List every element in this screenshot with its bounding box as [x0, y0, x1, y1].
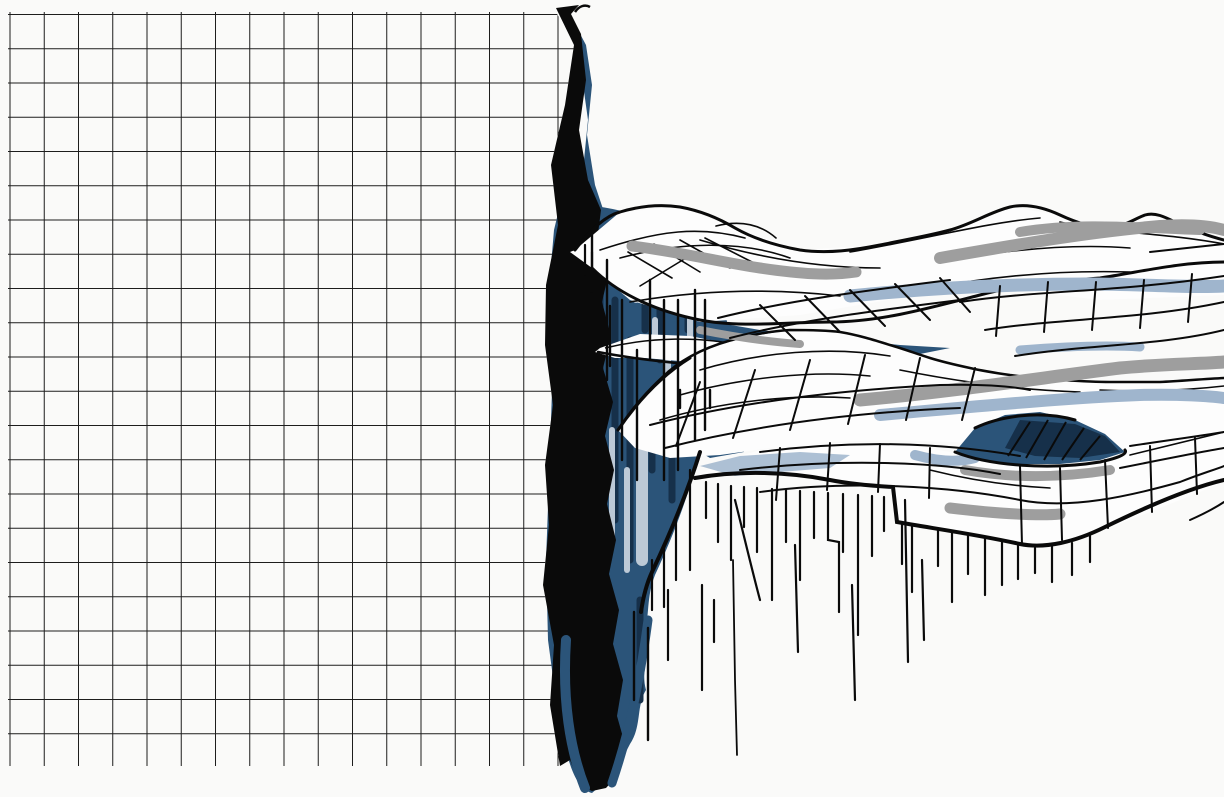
grid-col-line [939, 277, 971, 313]
grid-col-line [995, 285, 1001, 337]
drip-line [920, 558, 926, 642]
sketch-line [619, 244, 791, 259]
grid-col-line [877, 443, 881, 493]
blue-streak [843, 277, 1224, 303]
grid-row-line [717, 279, 951, 319]
grid-col-line [1019, 465, 1023, 546]
distorted-grid-patches [649, 243, 1224, 546]
sketch-line [699, 350, 891, 371]
grid-col-line [804, 295, 841, 333]
hill-top-edge [616, 328, 1224, 432]
grid-col-line [732, 369, 756, 439]
gray-streak [626, 240, 862, 280]
torn-ink-band [543, 5, 626, 791]
gray-streak [944, 502, 1066, 521]
sketch-line [679, 373, 871, 396]
grid-row-line [1129, 431, 1224, 447]
crevice [953, 412, 1128, 468]
grid-col-line [1059, 467, 1063, 541]
rim [607, 615, 653, 788]
sketch-line [629, 290, 841, 303]
grid-col-line [1104, 459, 1109, 529]
drip-line [793, 543, 800, 654]
grid-col-line [1139, 279, 1145, 329]
crevice-core [1005, 420, 1120, 458]
drip-line [850, 583, 857, 702]
grid-row-line [1119, 447, 1224, 469]
band-top-curl [573, 4, 591, 13]
grid-col-line [1149, 445, 1153, 513]
grid-col-line [1091, 281, 1097, 331]
drip-line [733, 498, 762, 602]
gray-streak [960, 465, 1115, 481]
sketch-line [704, 237, 753, 263]
blue-streak [1015, 341, 1145, 355]
grid-col-line [759, 304, 796, 341]
terrace-front-edge [693, 470, 1224, 548]
sketch-line [849, 217, 1041, 253]
grid-row-line [664, 407, 961, 449]
grid-col-line [847, 354, 866, 425]
grid-col-line [1187, 273, 1193, 323]
grid-col-line [894, 283, 931, 321]
drip-line [826, 491, 841, 614]
grid-row-line [984, 301, 1224, 331]
gray-streak [853, 355, 1224, 407]
grid-row-line [1149, 243, 1224, 253]
hatch-line [1061, 427, 1085, 461]
gray-streak [696, 326, 804, 348]
grid-col-line [826, 442, 831, 491]
sketch-line [929, 469, 1051, 489]
crevice-outline [953, 413, 1128, 468]
hatch-line [1079, 435, 1101, 461]
hill-heavy-edge [616, 356, 692, 432]
cliff-stripes-black [583, 228, 712, 742]
grid-col-line [789, 359, 811, 431]
graph-paper-grid [8, 12, 574, 766]
drip-line [732, 559, 738, 756]
sketch-line [599, 230, 746, 251]
grid-col-line [905, 357, 921, 421]
hatch-line [1007, 421, 1031, 457]
grid-row-line [1189, 501, 1224, 521]
band-bottom-rims [559, 615, 653, 793]
grid-col-line [849, 289, 886, 327]
grid-col-line [961, 367, 976, 421]
grid-row-line [649, 383, 1031, 426]
shelf-bottom-edge [590, 260, 1224, 326]
hatch-line [1043, 421, 1067, 461]
hill-top-silhouette [573, 204, 1224, 254]
torn-band-shape [543, 5, 626, 791]
sketch-line [639, 257, 687, 287]
sketch-line [627, 251, 673, 279]
crevice-hatching [1007, 419, 1101, 461]
gray-streak [1015, 221, 1205, 237]
grid-col-line [1043, 281, 1049, 333]
grid-row-line [1014, 329, 1224, 357]
hatch-line [1025, 419, 1049, 459]
rim [559, 635, 590, 793]
terrace-blue-wash [700, 452, 850, 476]
grid-col-line [1194, 437, 1198, 495]
gray-shading-streaks [626, 219, 1224, 521]
grid-row-line [959, 275, 1224, 303]
sketch-line [715, 222, 777, 239]
grid-col-line [928, 447, 931, 499]
grid-row-line [729, 299, 961, 339]
sketch-line [659, 396, 851, 421]
ink-drips [583, 243, 1092, 756]
drip-line [903, 498, 910, 664]
grid-row-line [759, 443, 1021, 457]
